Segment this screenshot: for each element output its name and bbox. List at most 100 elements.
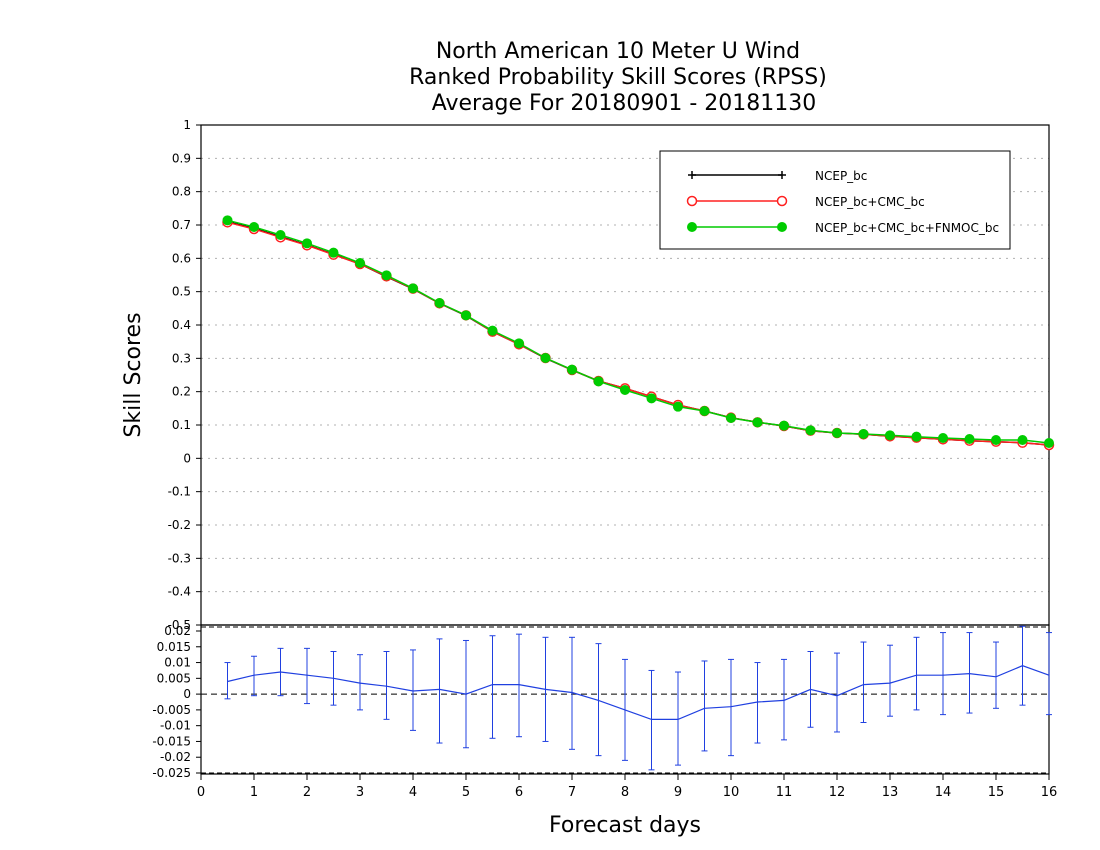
legend-label-ncep: NCEP_bc xyxy=(815,169,867,183)
legend-item-cmc: NCEP_bc+CMC_bc xyxy=(686,195,925,209)
y-tick-label: 0.4 xyxy=(172,318,191,332)
y-tick-label: -0.4 xyxy=(168,585,191,599)
diff-y-tick-label: 0.005 xyxy=(157,671,191,685)
data-point xyxy=(885,430,895,441)
x-tick-label: 4 xyxy=(409,785,417,800)
data-point xyxy=(408,283,418,294)
data-point xyxy=(991,435,1001,445)
data-point xyxy=(911,431,922,442)
y-tick-label: 0.8 xyxy=(172,185,191,199)
x-tick-label: 11 xyxy=(776,785,793,800)
title-line-2: Ranked Probability Skill Scores (RPSS) xyxy=(409,65,827,90)
series-line-3 xyxy=(227,219,1050,444)
x-tick-label: 13 xyxy=(882,785,899,800)
x-axis-label: Forecast days xyxy=(549,813,701,838)
diff-y-tick-label: -0.015 xyxy=(152,734,191,748)
legend-label-cmc: NCEP_bc+CMC_bc xyxy=(815,195,925,209)
diff-y-tick-label: 0.015 xyxy=(157,640,191,654)
title-line-3: Average For 20180901 - 20181130 xyxy=(432,91,817,116)
y-tick-label: 0.1 xyxy=(172,418,191,432)
data-point xyxy=(593,376,604,387)
data-point xyxy=(620,385,630,395)
difference-plot: 0.02 0.015 0.010.005 0 -0.005 -0.01-0.015 -0.0… xyxy=(152,624,1057,838)
legend: NCEP_bc NCEP_bc+CMC_bc NCEP_bc+CMC_bc+FN… xyxy=(659,150,1011,250)
data-point xyxy=(805,425,816,436)
y-tick-label: 1 xyxy=(183,118,191,132)
difference-line xyxy=(227,665,1050,721)
diff-y-tick-label: -0.025 xyxy=(152,766,191,780)
x-tick-label: 15 xyxy=(988,785,1005,800)
legend-item-fnmoc: NCEP_bc+CMC_bc+FNMOC_bc xyxy=(687,221,999,235)
y-tick-label: 0.9 xyxy=(172,151,191,165)
diff-y-tick-label: 0.02 xyxy=(164,624,191,638)
x-tick-label: 3 xyxy=(356,785,364,800)
y-tick-label: 0.3 xyxy=(172,351,191,365)
data-point xyxy=(249,222,259,232)
filled-circle-marker-icon xyxy=(777,222,787,232)
main-series-lines xyxy=(222,215,1055,451)
data-point xyxy=(487,325,498,336)
data-point xyxy=(222,215,233,226)
legend-item-ncep: NCEP_bc xyxy=(688,169,867,183)
filled-circle-marker-icon xyxy=(687,222,697,232)
series-line-1 xyxy=(227,220,1050,446)
title-line-1: North American 10 Meter U Wind xyxy=(436,39,800,64)
y-tick-label: -0.2 xyxy=(168,518,191,532)
data-point xyxy=(302,238,312,249)
main-plot: 1 0.9 0.8 0.7 0.6 0.5 0.4 0.3 0.2 0.1 0 -0.1 -0.2 -0.… xyxy=(121,118,1055,632)
difference-series xyxy=(224,625,1052,771)
x-axis-ticks: 0 1 2 3 4 5 6 7 8 9 10 11 12 13 14 15 16 xyxy=(197,774,1057,800)
data-point xyxy=(858,429,869,439)
data-point xyxy=(1017,435,1028,445)
difference-y-axis-ticks: 0.02 0.015 0.010.005 0 -0.005 -0.01-0.015 -0.0… xyxy=(152,624,201,780)
legend-label-fnmoc: NCEP_bc+CMC_bc+FNMOC_bc xyxy=(815,221,999,235)
legend-box xyxy=(659,150,1011,250)
data-point xyxy=(752,417,763,428)
data-point xyxy=(938,433,948,443)
chart-title: North American 10 Meter U Wind Ranked Pr… xyxy=(409,39,827,116)
x-tick-label: 9 xyxy=(674,785,682,800)
open-circle-marker-icon xyxy=(776,195,788,207)
data-point xyxy=(381,270,392,281)
main-y-axis-ticks: 1 0.9 0.8 0.7 0.6 0.5 0.4 0.3 0.2 0.1 0 -0.1 -0.2 -0.… xyxy=(168,118,201,632)
y-tick-label: 0.7 xyxy=(172,218,191,232)
diff-y-tick-label: -0.01 xyxy=(160,719,191,733)
x-tick-label: 5 xyxy=(462,785,470,800)
x-tick-label: 7 xyxy=(568,785,576,800)
data-point xyxy=(328,247,339,258)
data-point xyxy=(540,353,551,363)
series-line-2 xyxy=(227,221,1050,446)
x-tick-label: 14 xyxy=(935,785,952,800)
y-tick-label: -0.1 xyxy=(168,485,191,499)
x-tick-label: 12 xyxy=(829,785,846,800)
data-point xyxy=(355,258,365,268)
diff-y-tick-label: 0 xyxy=(183,687,191,701)
y-tick-label: -0.3 xyxy=(168,551,191,565)
x-tick-label: 6 xyxy=(515,785,523,800)
open-circle-marker-icon xyxy=(686,195,698,207)
main-y-axis-label: Skill Scores xyxy=(121,312,146,437)
data-point xyxy=(461,310,471,321)
x-tick-label: 16 xyxy=(1041,785,1058,800)
data-point xyxy=(726,413,736,423)
data-point xyxy=(699,406,710,416)
y-tick-label: 0 xyxy=(183,451,191,465)
diff-y-tick-label: 0.01 xyxy=(164,656,191,670)
y-tick-label: -0.5 xyxy=(168,618,191,632)
x-tick-label: 0 xyxy=(197,785,205,800)
x-tick-label: 10 xyxy=(723,785,740,800)
x-tick-label: 2 xyxy=(303,785,311,800)
data-point xyxy=(567,364,577,375)
data-point xyxy=(275,230,286,240)
data-point xyxy=(1044,438,1054,448)
diff-y-tick-label: -0.005 xyxy=(152,703,191,717)
data-point xyxy=(673,401,683,412)
y-tick-label: 0.6 xyxy=(172,251,191,265)
data-point xyxy=(964,434,975,444)
data-point xyxy=(514,338,524,349)
plus-marker-icon xyxy=(688,171,786,179)
data-point xyxy=(646,393,657,404)
x-tick-label: 1 xyxy=(250,785,258,800)
x-tick-label: 8 xyxy=(621,785,629,800)
